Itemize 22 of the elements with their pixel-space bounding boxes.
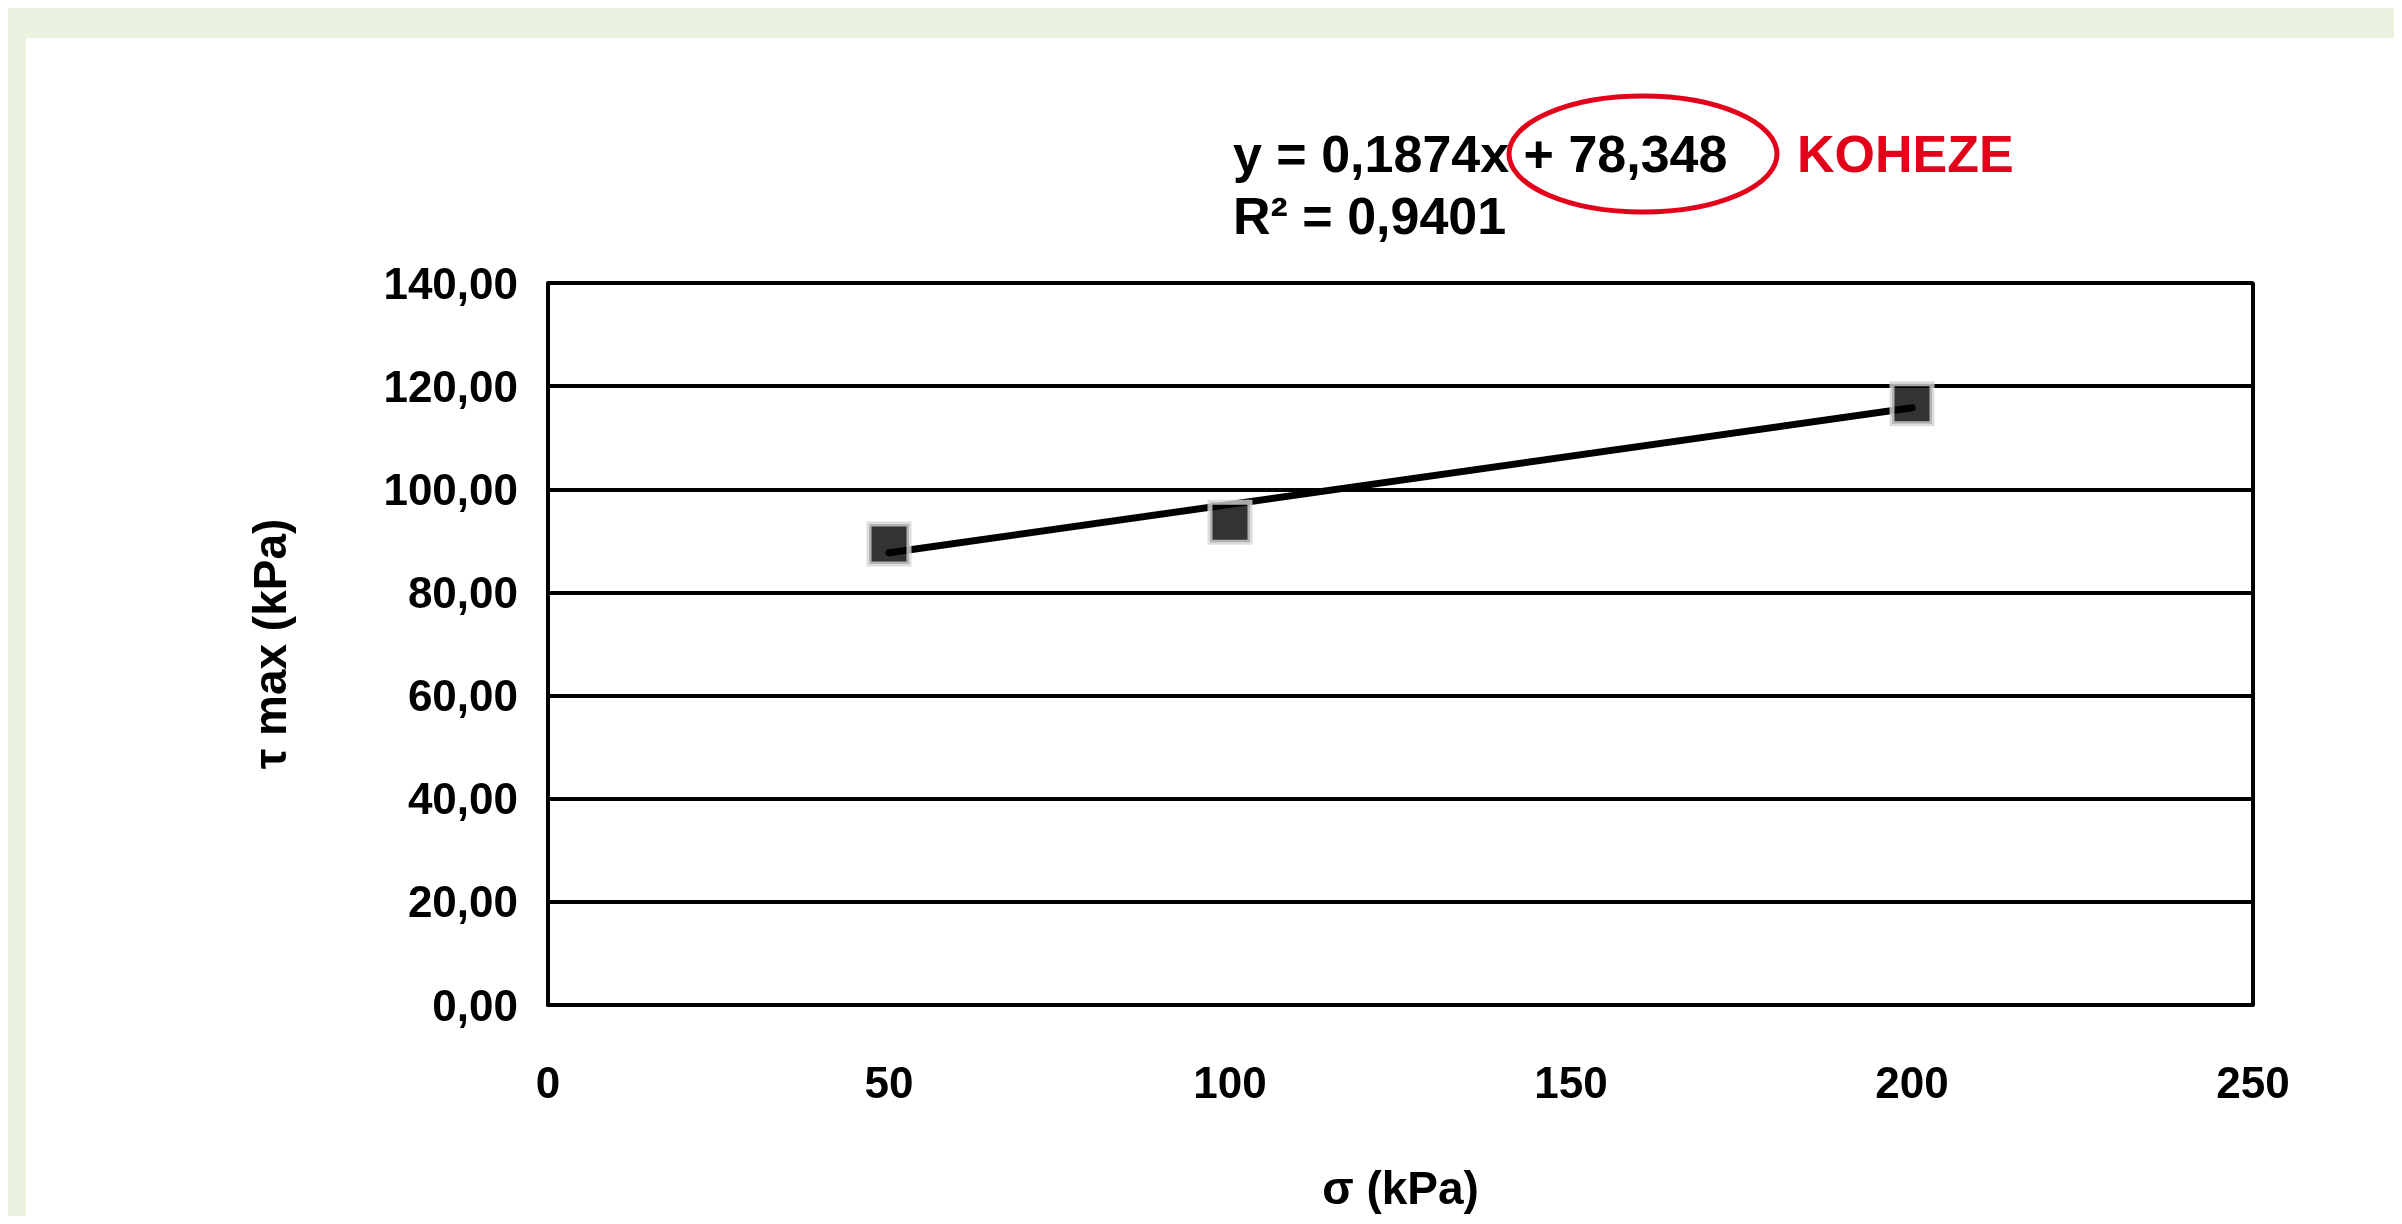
x-tick-label: 0	[535, 1057, 561, 1107]
x-axis-title: σ (kPa)	[1322, 1162, 1479, 1214]
x-tick-label: 150	[1534, 1057, 1608, 1107]
x-tick-label: 200	[1875, 1057, 1949, 1107]
text: KOHEZE	[1797, 125, 2014, 183]
y-tick-label: 140,00	[383, 258, 518, 308]
y-tick-label: 0,00	[432, 980, 518, 1030]
y-tick-label: 60,00	[407, 671, 518, 721]
y-tick-label: 120,00	[383, 361, 518, 411]
point	[866, 521, 912, 567]
y-tick-label: 40,00	[407, 774, 518, 824]
text: y = 0,1874x + 78,348	[1233, 125, 1728, 183]
x-tick-label: 250	[2216, 1057, 2290, 1107]
point	[1889, 381, 1935, 427]
point	[1207, 499, 1253, 545]
y-tick-label: 100,00	[383, 464, 518, 514]
x-tick-label: 100	[1193, 1057, 1267, 1107]
y-axis-title: τ max (kPa)	[244, 518, 296, 770]
y-tick-label: 20,00	[407, 877, 518, 927]
x-tick-label: 50	[864, 1057, 914, 1107]
y-tick-label: 80,00	[407, 567, 518, 617]
text: R² = 0,9401	[1233, 187, 1507, 245]
